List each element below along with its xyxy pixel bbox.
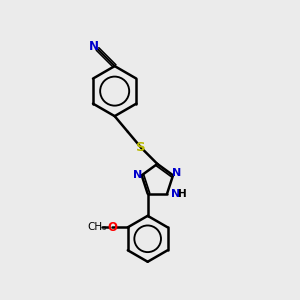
Text: N: N [172,168,182,178]
Text: N: N [133,170,142,180]
Text: H: H [178,189,187,199]
Text: N: N [89,40,99,53]
Text: S: S [136,141,146,154]
Text: O: O [107,221,118,234]
Text: N: N [171,189,180,199]
Text: CH₃: CH₃ [88,222,107,232]
